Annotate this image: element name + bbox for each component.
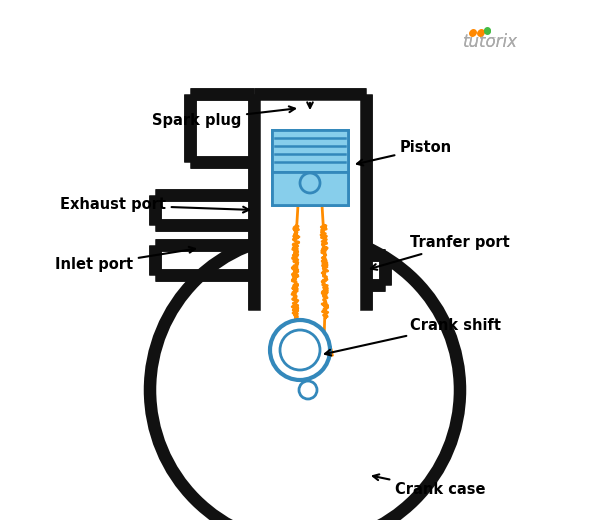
Text: Crank shift: Crank shift — [325, 318, 501, 356]
Text: #999999: #999999 — [490, 37, 496, 38]
Text: Piston: Piston — [357, 140, 452, 165]
Text: Inlet port: Inlet port — [55, 247, 195, 272]
Bar — [272, 130, 348, 172]
Bar — [272, 172, 348, 205]
Text: Exhaust port: Exhaust port — [60, 198, 249, 213]
Text: Crank case: Crank case — [373, 474, 485, 498]
Bar — [272, 172, 348, 205]
Bar — [272, 130, 348, 172]
Circle shape — [299, 381, 317, 399]
Text: tutorix: tutorix — [463, 33, 517, 51]
Text: tutorix: tutorix — [463, 33, 517, 51]
Circle shape — [155, 240, 455, 520]
Bar — [259, 98, 361, 310]
Text: Spark plug: Spark plug — [152, 107, 295, 127]
Text: Tranfer port: Tranfer port — [371, 236, 510, 270]
Circle shape — [270, 320, 330, 380]
